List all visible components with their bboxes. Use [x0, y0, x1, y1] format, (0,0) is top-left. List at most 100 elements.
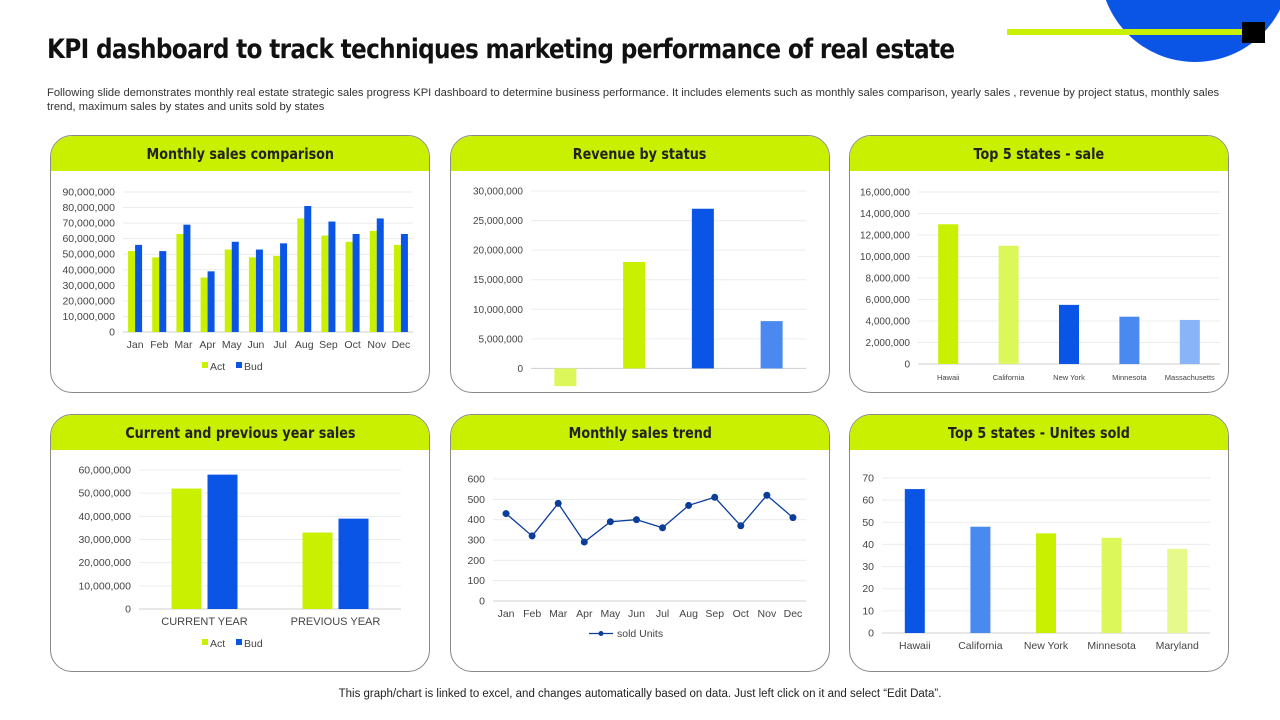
- page-title: KPI dashboard to track techniques market…: [47, 34, 955, 65]
- panel-monthly-sales-trend: Monthly sales trend 0 100 200 300 400 500 600 J…: [450, 414, 830, 672]
- y-tick-label: 40: [862, 539, 874, 551]
- x-tick-label: California: [958, 640, 1003, 652]
- y-tick-label: 0: [125, 604, 131, 616]
- bar-act: [200, 277, 208, 332]
- x-tick-label: Jun: [628, 608, 645, 620]
- chart-monthly-sales-comparison[interactable]: 0 10,000,000 20,000,000 30,000,000 40,000,00…: [51, 171, 429, 392]
- x-tick-label: Dec: [392, 339, 411, 351]
- panel-title: Monthly sales trend: [568, 424, 712, 442]
- y-tick-label: 14,000,000: [860, 209, 910, 220]
- y-tick-label: 50: [862, 517, 874, 529]
- bar-bud: [207, 271, 215, 332]
- y-tick-label: 10,000,000: [860, 252, 910, 263]
- bar-revenue: [554, 368, 577, 387]
- bar-sale: [1119, 316, 1140, 364]
- x-tick-label: Oct: [344, 339, 360, 351]
- data-point: [763, 491, 771, 499]
- data-point: [711, 493, 719, 501]
- footer-note: This graph/chart is linked to excel, and…: [338, 688, 942, 700]
- x-tick-label: Aug: [679, 608, 698, 620]
- bar-bud: [376, 218, 384, 332]
- x-tick-label: Feb: [150, 339, 168, 351]
- x-tick-label: Hawaii: [937, 373, 960, 382]
- data-point: [685, 501, 693, 509]
- y-tick-label: 300: [467, 535, 485, 547]
- y-tick-label: 6,000,000: [866, 295, 911, 306]
- y-tick-label: 50,000,000: [78, 488, 131, 500]
- y-tick-label: 40,000,000: [62, 264, 115, 276]
- panel-header: Revenue by status: [451, 136, 829, 171]
- chart-monthly-sales-trend[interactable]: 0 100 200 300 400 500 600 Jan Feb Mar Apr May Jun Jul…: [451, 450, 829, 671]
- legend-label: Act: [210, 361, 225, 373]
- panel-title: Monthly sales comparison: [146, 145, 334, 163]
- x-tick-label: New York: [1053, 373, 1085, 382]
- y-tick-label: 4,000,000: [866, 317, 911, 328]
- decor-black-square: [1242, 22, 1265, 43]
- legend-swatch-icon: [236, 639, 242, 645]
- bar-sale: [1179, 319, 1200, 364]
- x-tick-label: Sep: [705, 608, 724, 620]
- y-tick-label: 400: [467, 514, 485, 526]
- legend-swatch-icon: [202, 362, 208, 368]
- panel-revenue-by-status: Revenue by status -5,000,00005,000,00010…: [450, 135, 830, 393]
- chart-top-states-units[interactable]: 0 10 20 30 40 50 60 70 Hawaii California New York M…: [850, 450, 1228, 671]
- series-line: [505, 494, 794, 543]
- x-tick-label: Jul: [273, 339, 286, 351]
- legend-marker-icon: [598, 631, 604, 636]
- bar-units: [904, 489, 925, 633]
- y-tick-label: 30,000,000: [473, 187, 523, 198]
- panel-header: Top 5 states - Unites sold: [850, 415, 1228, 450]
- y-tick-label: 20,000,000: [473, 246, 523, 257]
- bar-act: [369, 230, 377, 332]
- panel-header: Monthly sales comparison: [51, 136, 429, 171]
- x-tick-label: Apr: [576, 608, 593, 620]
- x-tick-label: Oct: [733, 608, 749, 620]
- chart-revenue-by-status[interactable]: -5,000,00005,000,00010,000,00015,000,000…: [451, 171, 829, 392]
- page-subtitle: Following slide demonstrates monthly rea…: [47, 87, 1220, 113]
- y-tick-label: 60,000,000: [62, 233, 115, 245]
- legend-label: sold Units: [617, 628, 663, 640]
- y-tick-label: 70: [862, 473, 874, 485]
- bar-act: [176, 234, 184, 332]
- y-tick-label: 2,000,000: [866, 338, 911, 349]
- y-tick-label: 80,000,000: [62, 202, 115, 214]
- x-tick-label: New York: [1024, 640, 1069, 652]
- data-point: [737, 522, 745, 530]
- bar-bud: [207, 474, 238, 609]
- y-tick-label: 10,000,000: [62, 311, 115, 323]
- data-point: [554, 499, 562, 507]
- y-tick-label: 600: [467, 474, 485, 486]
- legend-label: Bud: [244, 361, 263, 373]
- bar-units: [1036, 533, 1056, 633]
- data-point: [606, 518, 614, 526]
- bar-units: [970, 526, 991, 633]
- panel-yearly-sales: Current and previous year sales 0 10,000,…: [50, 414, 430, 672]
- x-tick-label: Nov: [367, 339, 386, 351]
- panel-header: Top 5 states - sale: [850, 136, 1228, 171]
- y-tick-label: 90,000,000: [62, 187, 115, 199]
- y-tick-label: 10,000,000: [473, 305, 523, 316]
- y-tick-label: 15,000,000: [473, 275, 523, 286]
- data-point: [659, 524, 667, 532]
- chart-top-states-sale[interactable]: 0 2,000,000 4,000,000 6,000,000 8,000,000 10,…: [850, 171, 1228, 392]
- bar-act: [321, 235, 329, 332]
- y-tick-label: 30,000,000: [62, 280, 115, 292]
- y-tick-label: 12,000,000: [860, 231, 910, 242]
- y-tick-label: 60,000,000: [78, 465, 131, 477]
- x-tick-label: Hawaii: [899, 640, 931, 652]
- x-tick-label: Minnesota: [1112, 373, 1147, 382]
- chart-yearly-sales[interactable]: 0 10,000,000 20,000,000 30,000,000 40,000,00…: [51, 450, 429, 671]
- bar-sale: [1059, 304, 1079, 364]
- x-tick-label: Jun: [247, 339, 264, 351]
- x-tick-label: Jan: [127, 339, 144, 351]
- y-tick-label: 200: [467, 555, 485, 567]
- panel-top-states-units: Top 5 states - Unites sold 0 10 20 30 40 50 60…: [849, 414, 1229, 672]
- bar-bud: [255, 249, 263, 332]
- y-tick-label: 10: [862, 605, 874, 617]
- bar-sale: [938, 224, 959, 364]
- x-tick-label: Dec: [784, 608, 803, 620]
- y-tick-label: 0: [479, 596, 485, 608]
- bar-bud: [338, 518, 369, 609]
- decor-lime-line: [1007, 29, 1253, 35]
- bar-bud: [400, 234, 408, 332]
